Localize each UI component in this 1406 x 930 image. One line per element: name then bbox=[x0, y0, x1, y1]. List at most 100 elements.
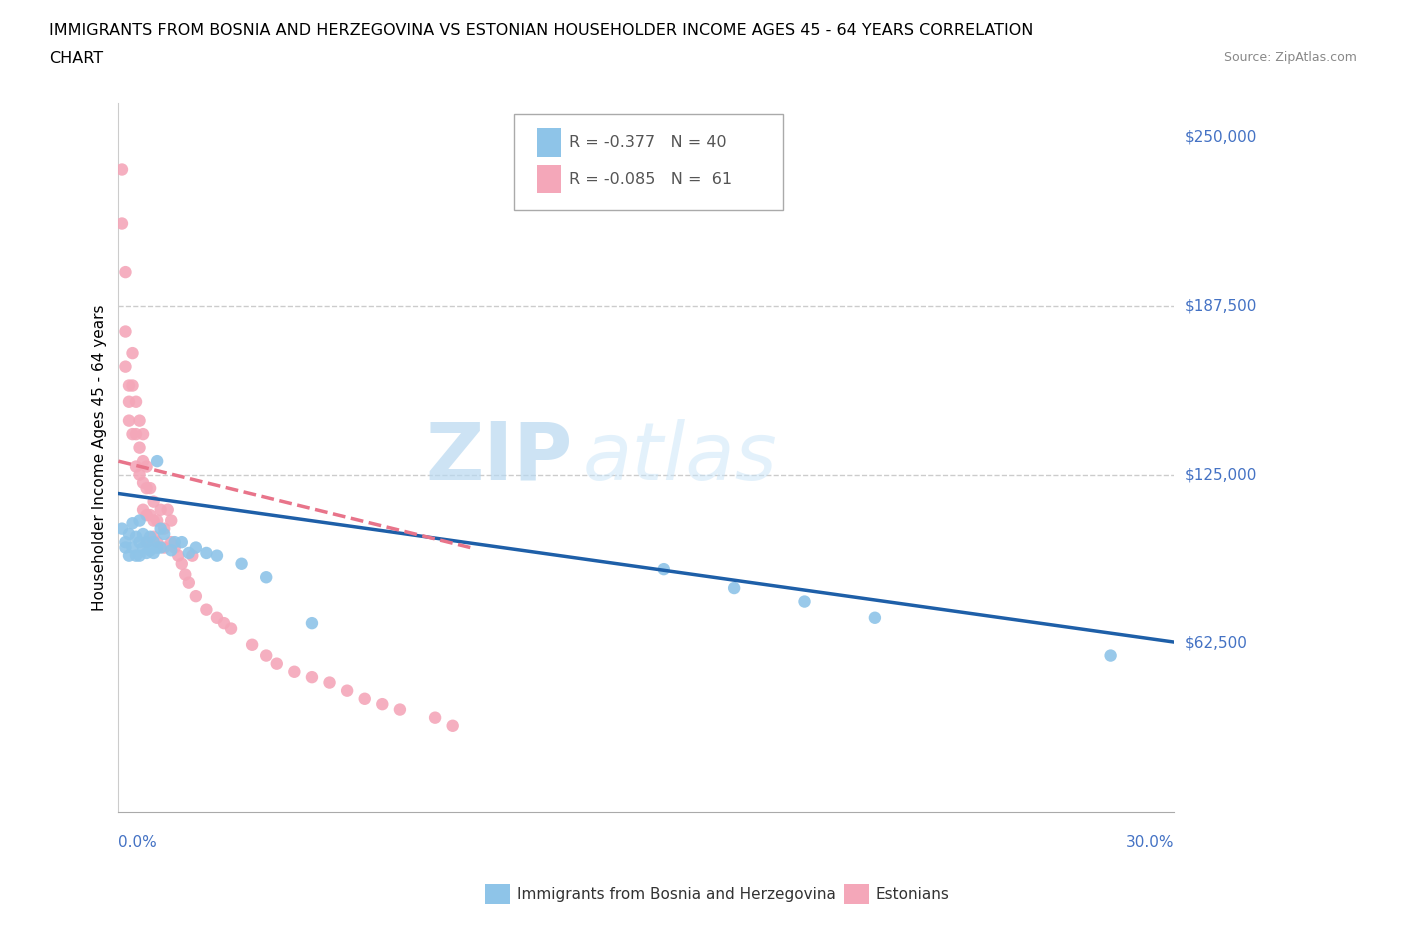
Point bbox=[149, 502, 172, 517]
Y-axis label: Householder Income Ages 45 - 64 years: Householder Income Ages 45 - 64 years bbox=[93, 304, 107, 611]
Point bbox=[135, 535, 157, 550]
Point bbox=[135, 546, 157, 561]
Text: Immigrants from Bosnia and Herzegovina: Immigrants from Bosnia and Herzegovina bbox=[517, 887, 837, 902]
Point bbox=[441, 718, 464, 733]
Point bbox=[353, 691, 375, 706]
Point bbox=[153, 526, 176, 541]
Text: CHART: CHART bbox=[49, 51, 103, 66]
Point bbox=[121, 516, 143, 531]
Point bbox=[125, 394, 148, 409]
Point bbox=[195, 603, 218, 618]
Point bbox=[142, 494, 165, 509]
Point bbox=[139, 543, 162, 558]
Point bbox=[153, 521, 176, 536]
Point bbox=[184, 540, 207, 555]
Point bbox=[114, 535, 136, 550]
Point bbox=[132, 475, 155, 490]
Point bbox=[111, 216, 134, 231]
Point bbox=[153, 540, 176, 555]
Point bbox=[135, 481, 157, 496]
Point bbox=[184, 589, 207, 604]
Point bbox=[118, 379, 141, 393]
Point bbox=[652, 562, 675, 577]
Point bbox=[146, 454, 169, 469]
Point bbox=[132, 526, 155, 541]
Point bbox=[181, 548, 204, 563]
Point bbox=[283, 664, 305, 679]
Point bbox=[121, 427, 143, 442]
Point bbox=[142, 513, 165, 528]
FancyBboxPatch shape bbox=[515, 114, 783, 209]
Point bbox=[121, 379, 143, 393]
Point bbox=[212, 616, 235, 631]
Point bbox=[160, 535, 183, 550]
Point bbox=[146, 513, 169, 528]
Point bbox=[254, 570, 277, 585]
Point bbox=[128, 548, 150, 563]
Point bbox=[142, 529, 165, 544]
Point bbox=[118, 548, 141, 563]
Point bbox=[111, 162, 134, 177]
Bar bbox=[537, 128, 561, 156]
Point bbox=[135, 508, 157, 523]
Point bbox=[160, 543, 183, 558]
Point bbox=[231, 556, 253, 571]
Point bbox=[125, 427, 148, 442]
Point bbox=[160, 513, 183, 528]
Point bbox=[128, 535, 150, 550]
Point bbox=[195, 546, 218, 561]
Point bbox=[118, 394, 141, 409]
Point bbox=[423, 711, 446, 725]
Point bbox=[139, 529, 162, 544]
Point bbox=[793, 594, 815, 609]
Point bbox=[1099, 648, 1122, 663]
Point bbox=[135, 535, 157, 550]
Point bbox=[118, 526, 141, 541]
Text: R = -0.085   N =  61: R = -0.085 N = 61 bbox=[569, 172, 733, 187]
Point bbox=[121, 540, 143, 555]
Text: R = -0.377   N = 40: R = -0.377 N = 40 bbox=[569, 135, 727, 150]
Point bbox=[114, 540, 136, 555]
Point bbox=[132, 540, 155, 555]
Point bbox=[219, 621, 242, 636]
Point bbox=[114, 265, 136, 280]
Point bbox=[125, 459, 148, 474]
Text: 0.0%: 0.0% bbox=[118, 835, 157, 850]
Point bbox=[146, 535, 169, 550]
Bar bbox=[537, 165, 561, 193]
Point bbox=[156, 502, 179, 517]
Point bbox=[301, 616, 323, 631]
Point bbox=[135, 459, 157, 474]
Text: ZIP: ZIP bbox=[425, 418, 572, 497]
Point bbox=[240, 637, 263, 652]
Text: IMMIGRANTS FROM BOSNIA AND HERZEGOVINA VS ESTONIAN HOUSEHOLDER INCOME AGES 45 - : IMMIGRANTS FROM BOSNIA AND HERZEGOVINA V… bbox=[49, 23, 1033, 38]
Point bbox=[177, 576, 200, 591]
Point bbox=[121, 346, 143, 361]
Point bbox=[170, 556, 193, 571]
Point bbox=[114, 324, 136, 339]
Point bbox=[318, 675, 340, 690]
Point bbox=[167, 548, 190, 563]
Text: Estonians: Estonians bbox=[876, 887, 950, 902]
Point bbox=[139, 508, 162, 523]
Point bbox=[863, 610, 886, 625]
Point bbox=[118, 413, 141, 428]
Point bbox=[301, 670, 323, 684]
Point bbox=[266, 657, 288, 671]
Point bbox=[163, 535, 186, 550]
Point bbox=[128, 513, 150, 528]
Point bbox=[139, 481, 162, 496]
Point bbox=[132, 427, 155, 442]
Point bbox=[205, 610, 228, 625]
Point bbox=[170, 535, 193, 550]
Point bbox=[128, 440, 150, 455]
Point bbox=[205, 548, 228, 563]
Text: Source: ZipAtlas.com: Source: ZipAtlas.com bbox=[1223, 51, 1357, 64]
Point bbox=[371, 697, 394, 711]
Point bbox=[163, 540, 186, 555]
Point bbox=[142, 546, 165, 561]
Point bbox=[125, 548, 148, 563]
Text: atlas: atlas bbox=[583, 418, 778, 497]
Point bbox=[146, 540, 169, 555]
Text: $187,500: $187,500 bbox=[1185, 299, 1257, 313]
